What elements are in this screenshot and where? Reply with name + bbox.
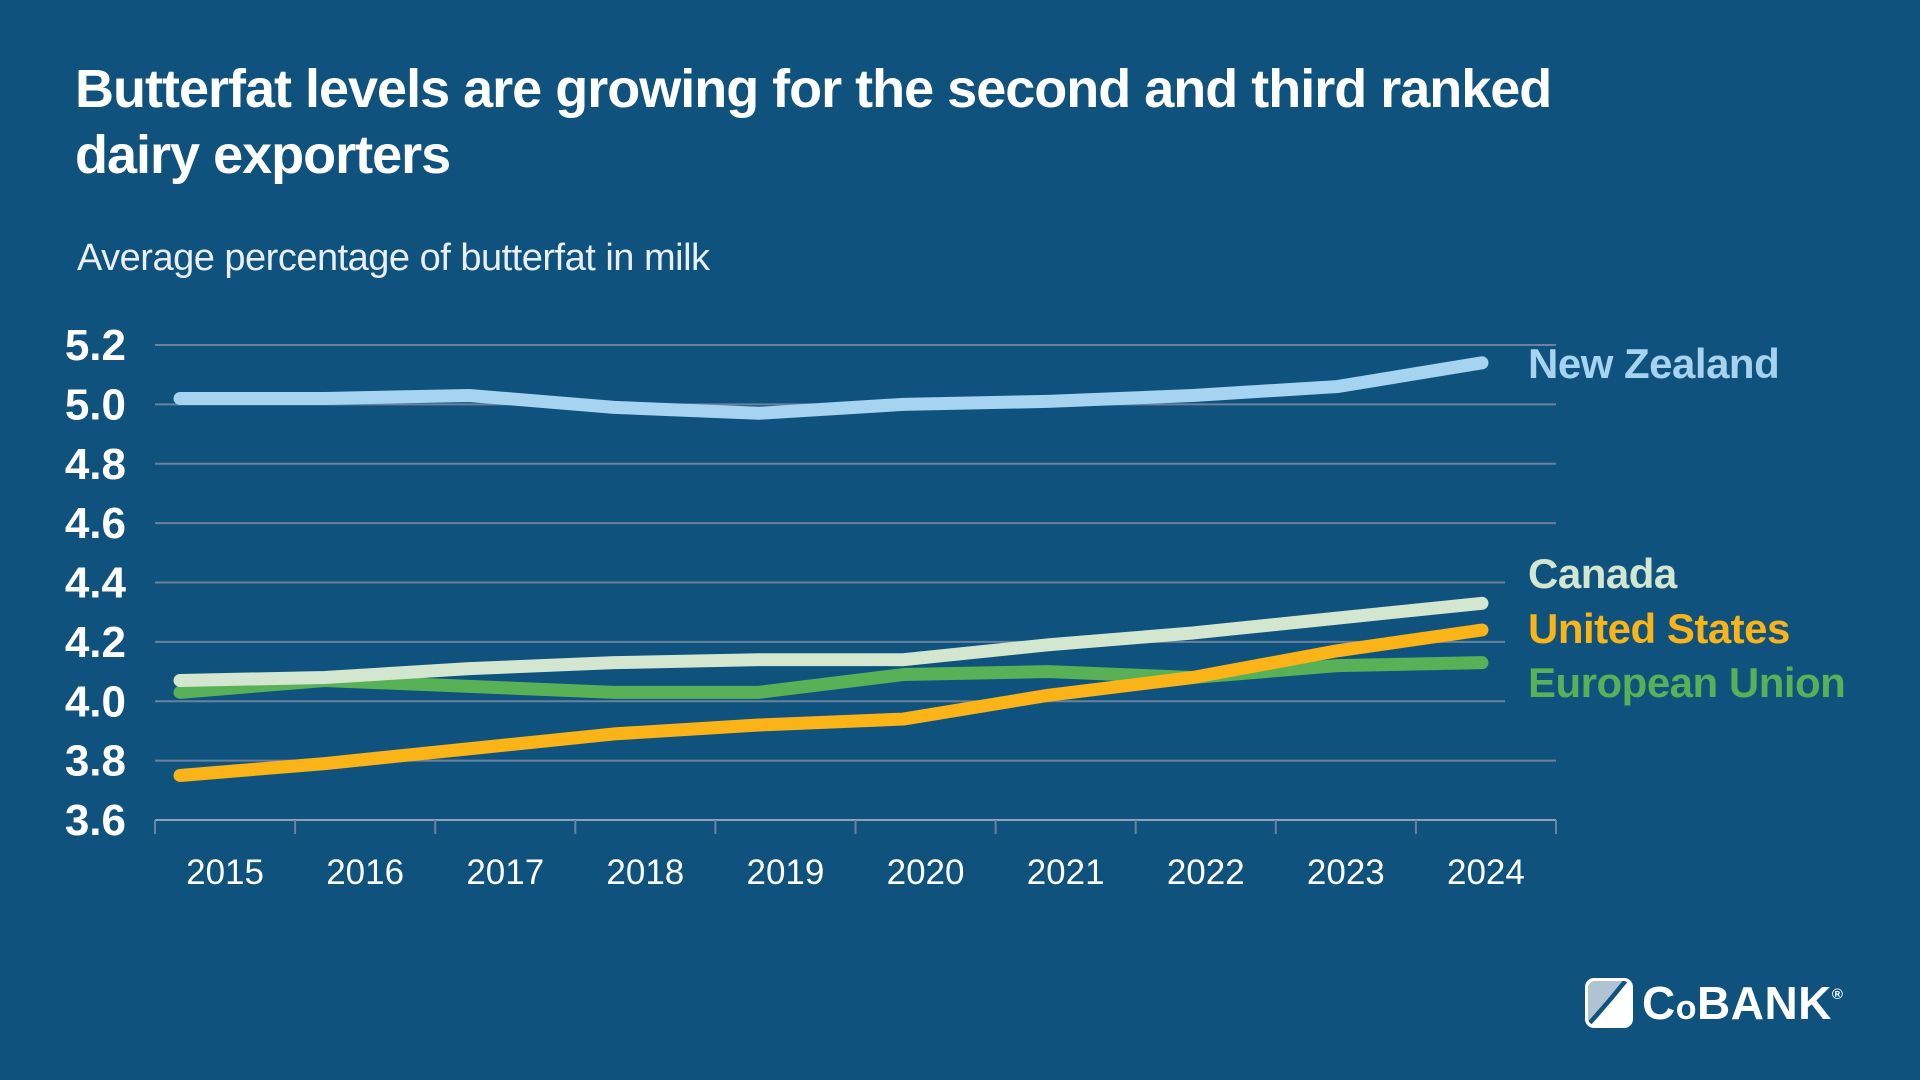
page-title: Butterfat levels are growing for the sec… (75, 56, 1552, 188)
legend-label-european-union: European Union (1528, 659, 1845, 706)
logo-letters-bank: BANK (1697, 977, 1832, 1029)
chart-subtitle: Average percentage of butterfat in milk (77, 237, 710, 279)
x-axis-label: 2018 (606, 853, 684, 892)
y-axis-label: 4.4 (65, 559, 127, 608)
series-line-new-zealand (173, 356, 1489, 420)
x-axis-label: 2024 (1447, 853, 1525, 892)
x-axis-label: 2022 (1167, 853, 1245, 892)
y-axis-label: 4.8 (65, 440, 126, 489)
legend-label-canada: Canada (1528, 550, 1678, 597)
x-axis-label: 2017 (466, 853, 544, 892)
x-axis-label: 2021 (1027, 853, 1105, 892)
x-axis-label: 2019 (747, 853, 825, 892)
y-axis-label: 5.2 (65, 321, 126, 370)
x-axis-label: 2023 (1307, 853, 1385, 892)
page-title-line2: dairy exporters (75, 125, 451, 185)
y-axis-label: 4.6 (65, 499, 126, 548)
legend-label-new-zealand: New Zealand (1528, 340, 1779, 387)
x-axis-label: 2016 (326, 853, 404, 892)
logo-letter-o: o (1675, 989, 1698, 1027)
series-line-united-states (173, 623, 1489, 782)
registered-trademark-symbol: ® (1831, 986, 1843, 1003)
series-line-canada (173, 596, 1489, 687)
logo-letter-c: C (1642, 977, 1676, 1029)
page-title-line1: Butterfat levels are growing for the sec… (75, 59, 1552, 119)
cobank-logo: CoBANK® (1585, 976, 1843, 1030)
y-axis-label: 4.0 (65, 677, 126, 726)
y-axis-label: 3.8 (65, 737, 126, 786)
y-axis-label: 4.2 (65, 618, 126, 667)
y-axis-label: 5.0 (65, 380, 126, 429)
x-axis-label: 2015 (186, 853, 264, 892)
x-axis-label: 2020 (887, 853, 965, 892)
series-line-european-union (173, 656, 1489, 699)
y-axis-label: 3.6 (65, 796, 126, 845)
cobank-logo-mark (1585, 978, 1633, 1028)
legend-label-united-states: United States (1528, 605, 1790, 652)
cobank-logo-text: CoBANK® (1642, 976, 1843, 1030)
